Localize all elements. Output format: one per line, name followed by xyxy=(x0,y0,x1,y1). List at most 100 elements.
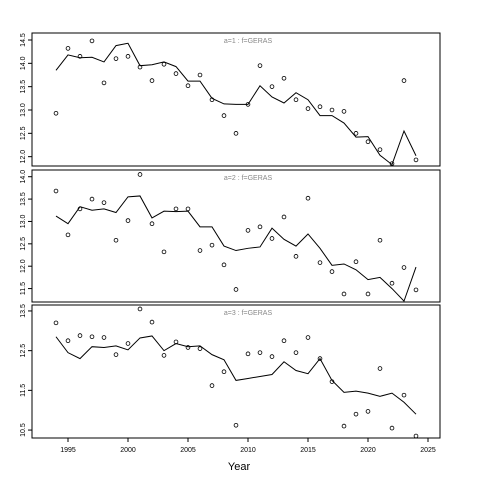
y-tick-label: 12.0 xyxy=(20,259,27,273)
observed-point xyxy=(221,369,227,374)
observed-point xyxy=(389,280,395,286)
observed-point xyxy=(113,56,119,61)
y-tick-label: 11.5 xyxy=(20,384,27,397)
y-tick-label: 14.0 xyxy=(20,56,27,70)
observed-point xyxy=(197,346,203,351)
observed-point xyxy=(281,75,287,81)
observed-point xyxy=(53,320,59,326)
fitted-line xyxy=(55,195,417,303)
observed-point xyxy=(185,83,191,89)
observed-point xyxy=(125,341,131,346)
observed-point xyxy=(173,71,179,76)
observed-point xyxy=(137,172,143,177)
observed-point xyxy=(365,139,371,145)
observed-point xyxy=(257,63,263,68)
observed-point xyxy=(101,200,107,205)
observed-point xyxy=(125,54,131,59)
x-tick-label: 2005 xyxy=(180,447,196,454)
observed-point xyxy=(401,265,407,270)
observed-point xyxy=(161,249,167,255)
observed-point xyxy=(317,356,323,361)
panel-frame xyxy=(31,304,441,439)
fitted-line xyxy=(55,335,417,415)
y-tick-label: 12.0 xyxy=(20,150,27,164)
observed-point xyxy=(221,262,227,268)
observed-point xyxy=(185,345,191,350)
observed-point xyxy=(137,306,143,312)
observed-point xyxy=(65,46,71,51)
observed-point xyxy=(209,383,215,388)
observed-point xyxy=(377,237,383,243)
observed-point xyxy=(233,131,239,136)
x-tick-label: 2000 xyxy=(120,447,136,454)
observed-point xyxy=(197,72,203,78)
observed-point xyxy=(377,366,383,371)
observed-point xyxy=(353,131,359,136)
observed-point xyxy=(65,338,71,344)
observed-point xyxy=(341,423,347,429)
observed-point xyxy=(221,113,227,118)
observed-point xyxy=(269,84,275,89)
observed-point xyxy=(317,104,323,110)
panel-label: a=2 : f=GERAS xyxy=(224,175,273,182)
observed-point xyxy=(269,236,275,241)
y-tick-label: 13.5 xyxy=(20,304,27,318)
y-tick-label: 13.0 xyxy=(20,215,27,229)
panel-label: a=1 : f=GERAS xyxy=(224,38,273,45)
y-tick-label: 13.5 xyxy=(20,80,27,94)
observed-point xyxy=(161,353,167,358)
observed-point xyxy=(329,107,335,113)
observed-point xyxy=(233,287,239,292)
observed-point xyxy=(257,224,263,230)
fitted-line xyxy=(55,42,417,166)
observed-point xyxy=(305,195,311,201)
observed-point xyxy=(257,350,263,355)
observed-point xyxy=(389,425,395,431)
y-tick-label: 12.5 xyxy=(20,237,27,251)
observed-point xyxy=(89,334,95,340)
observed-point xyxy=(281,338,287,344)
observed-point xyxy=(281,214,287,220)
y-tick-label: 10.5 xyxy=(20,423,27,437)
observed-point xyxy=(293,350,299,355)
observed-point xyxy=(365,291,371,297)
observed-point xyxy=(89,38,95,44)
observed-point xyxy=(269,354,275,359)
panel-1: a=1 : f=GERAS 12.0 12.5 13.0 13.5 14.0 14.5 xyxy=(20,32,441,167)
chart-panels: a=1 : f=GERAS 12.0 12.5 13.0 13.5 14.0 14.5 a=2… xyxy=(20,32,441,439)
observed-point xyxy=(113,237,119,243)
observed-point xyxy=(413,433,419,439)
panel-2: a=2 : f=GERAS 11.5 12.0 12.5 13.0 13.5 14.0 xyxy=(20,169,441,303)
x-tick-label: 2015 xyxy=(300,447,316,454)
observed-point xyxy=(113,352,119,357)
observed-point xyxy=(341,291,347,297)
observed-point xyxy=(317,260,323,265)
observed-point xyxy=(245,228,251,233)
panel-label: a=3 : f=GERAS xyxy=(224,310,273,317)
x-axis-title: Year xyxy=(228,461,251,473)
observed-point xyxy=(305,335,311,340)
observed-point xyxy=(89,196,95,202)
observed-point xyxy=(305,106,311,111)
observed-point xyxy=(53,110,59,116)
observed-point xyxy=(101,335,107,340)
observed-point xyxy=(149,78,155,83)
observed-point xyxy=(413,157,419,163)
observed-point xyxy=(341,109,347,114)
x-tick-label: 2025 xyxy=(420,447,436,454)
observed-point xyxy=(209,242,215,248)
observed-point xyxy=(353,259,359,265)
y-tick-label: 14.5 xyxy=(20,33,27,47)
panel-frame xyxy=(31,32,441,167)
y-tick-label: 13.5 xyxy=(20,192,27,206)
observed-point xyxy=(293,254,299,259)
observed-point xyxy=(173,206,179,212)
observed-point xyxy=(413,287,419,293)
x-tick-label: 2010 xyxy=(240,447,256,454)
observed-point xyxy=(377,147,383,152)
panel-frame xyxy=(31,169,441,303)
observed-point xyxy=(245,351,251,357)
observed-point xyxy=(353,411,359,417)
observed-point xyxy=(365,409,371,414)
panel-3: a=3 : f=GERAS 10.5 11.5 12.5 13.5 xyxy=(20,304,441,439)
